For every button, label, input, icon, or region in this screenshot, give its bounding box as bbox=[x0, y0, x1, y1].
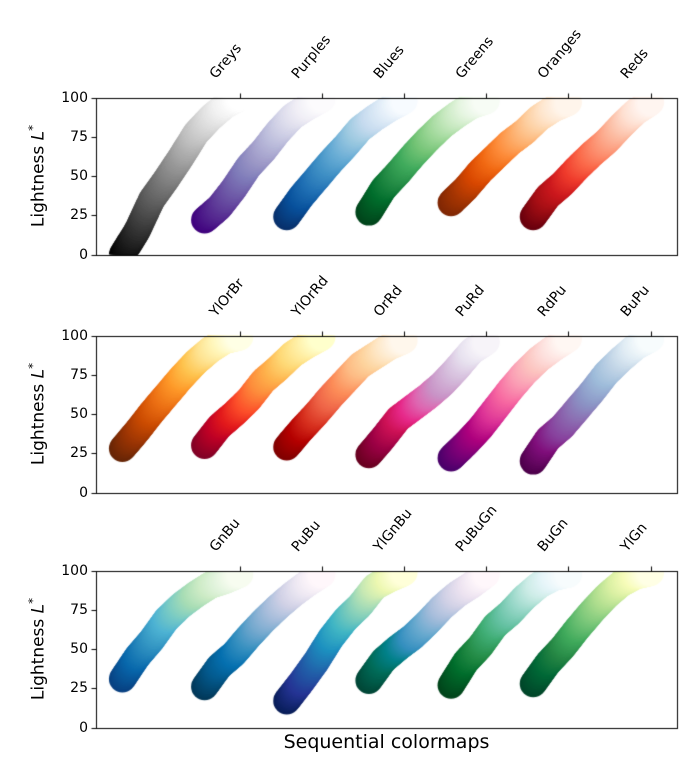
y-tick-label: 25 bbox=[70, 445, 88, 462]
y-tick-label: 0 bbox=[79, 719, 88, 736]
y-axis-title-symbol: L bbox=[28, 604, 49, 614]
y-axis-title: Lightness L* bbox=[26, 598, 49, 700]
y-axis-title-symbol: L bbox=[28, 130, 49, 141]
y-axis-title-superscript: * bbox=[25, 598, 40, 605]
y-tick-label: 0 bbox=[79, 246, 88, 263]
y-axis-title-superscript: * bbox=[25, 124, 40, 131]
y-tick-label: 75 bbox=[70, 128, 88, 145]
y-tick-label: 100 bbox=[61, 89, 88, 106]
y-tick-label: 75 bbox=[70, 366, 88, 383]
y-tick-label: 50 bbox=[70, 168, 88, 184]
y-tick-label: 75 bbox=[70, 602, 88, 619]
y-axis-title-superscript: * bbox=[25, 362, 40, 369]
y-axis-title-text: Lightness bbox=[28, 140, 49, 228]
y-axis-title-symbol: L bbox=[28, 368, 49, 379]
y-tick-label: 50 bbox=[70, 641, 88, 658]
y-axis-title: Lightness L* bbox=[26, 363, 49, 465]
y-axis-title-text: Lightness bbox=[28, 613, 49, 701]
y-axis-title: Lightness L* bbox=[26, 125, 49, 227]
y-tick-label: 25 bbox=[70, 680, 88, 697]
y-tick-label: 25 bbox=[70, 207, 88, 224]
y-tick-label: 0 bbox=[79, 484, 88, 501]
y-tick-label: 100 bbox=[61, 563, 88, 579]
y-tick-label: 100 bbox=[61, 327, 88, 344]
y-tick-label: 50 bbox=[70, 406, 88, 422]
y-axis-title-text: Lightness bbox=[28, 378, 49, 466]
x-axis-title: Sequential colormaps bbox=[283, 731, 490, 753]
